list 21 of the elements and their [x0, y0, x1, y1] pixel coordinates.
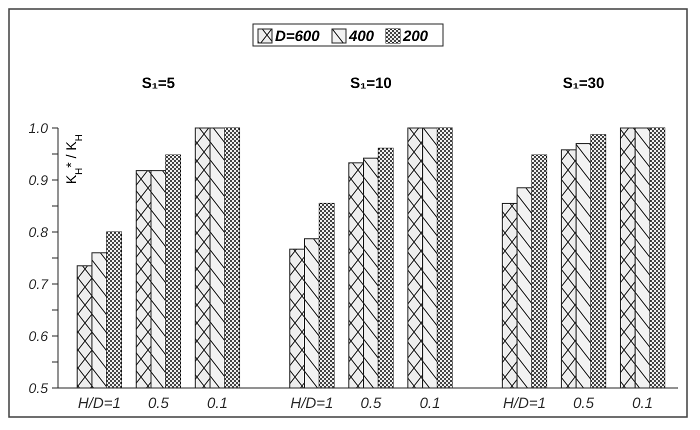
y-tick-label: 0.5 — [28, 380, 48, 396]
y-tick-label: 0.9 — [28, 172, 48, 188]
text: S₁=30 — [562, 75, 604, 92]
x-tick-label: H/D=1 — [78, 395, 121, 412]
x-tick-label: 0.1 — [632, 395, 653, 412]
text: S₁=10 — [350, 75, 392, 92]
legend-label: D=600 — [275, 28, 320, 45]
x-tick-label: 0.1 — [420, 395, 440, 412]
y-tick-label: 0.7 — [28, 276, 50, 292]
legend-label: 200 — [402, 28, 429, 45]
x-tick-label: 0.5 — [360, 395, 382, 412]
legend-label: 400 — [348, 28, 375, 45]
x-tick-label: 0.5 — [148, 395, 170, 412]
y-tick-label: 0.8 — [28, 224, 48, 240]
y-tick-label: 1.0 — [28, 120, 48, 136]
x-tick-label: 0.5 — [573, 395, 595, 412]
y-tick-label: 0.6 — [28, 328, 48, 344]
x-tick-label: H/D=1 — [503, 395, 546, 412]
x-tick-label: H/D=1 — [290, 395, 334, 412]
text: S₁=5 — [142, 75, 176, 92]
x-tick-label: 0.1 — [207, 395, 228, 412]
